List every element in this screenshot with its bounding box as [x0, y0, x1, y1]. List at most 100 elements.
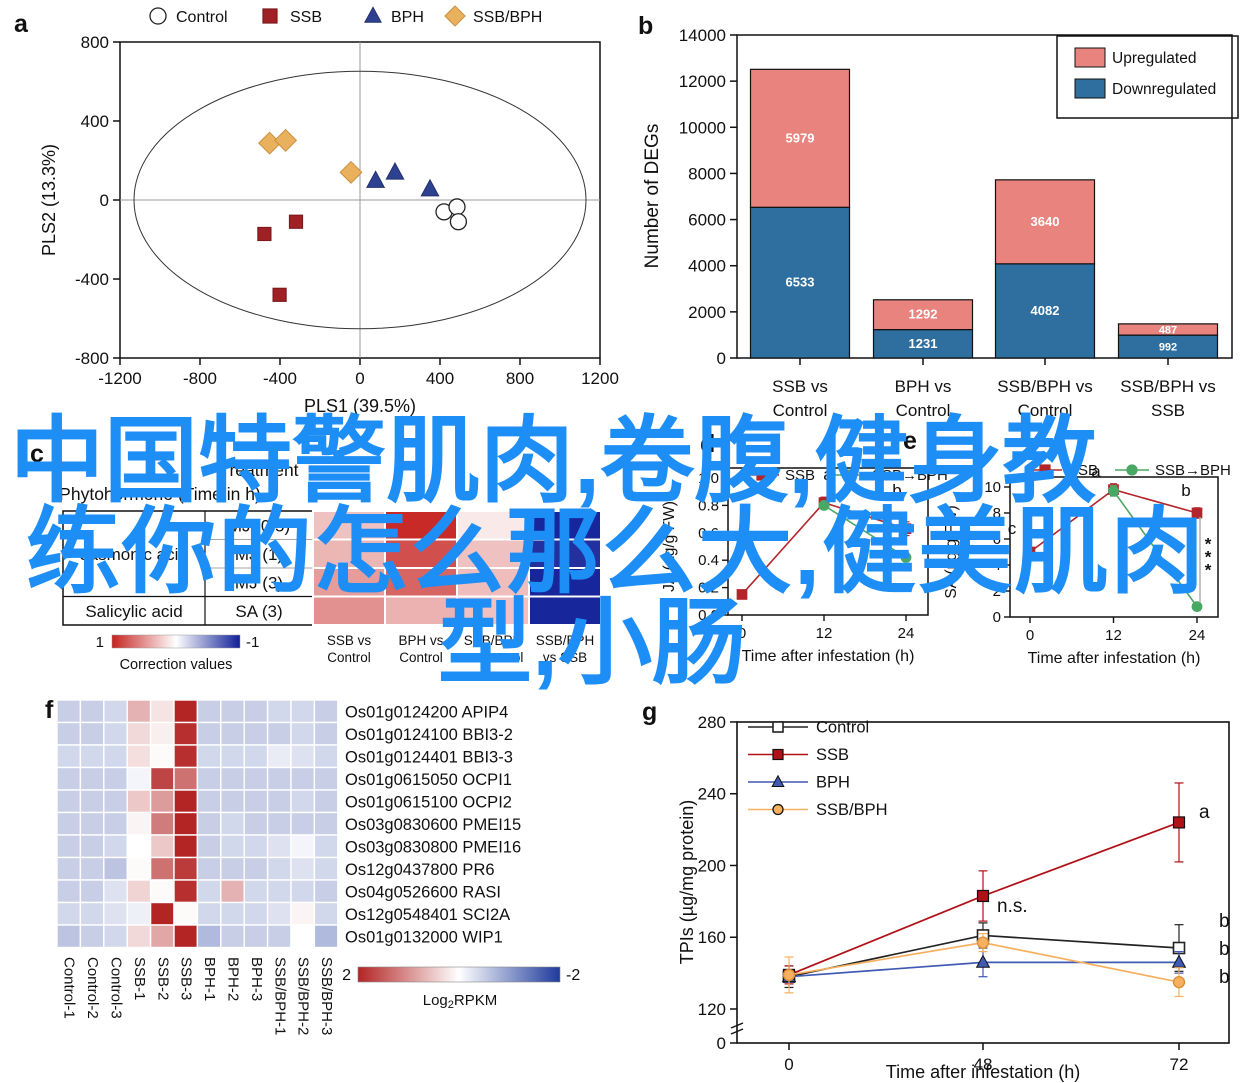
point-marker — [772, 748, 784, 761]
panel-letter-f: f — [45, 696, 54, 724]
heatmap-cell — [196, 834, 222, 859]
heatmap-col-label: BPH vs — [398, 633, 443, 648]
y-tick-label: 0.0 — [698, 607, 719, 624]
heatmap-cell — [196, 766, 222, 791]
expression-heatmap-svg: f Os01g0124200 APIP4 Os01g0124100 BBI3-2 Os… — [45, 696, 580, 1035]
point-marker — [364, 6, 382, 23]
heatmap-cell — [79, 834, 105, 859]
heatmap-cell — [149, 789, 175, 814]
heatmap-cell — [173, 924, 199, 949]
heatmap-cell — [313, 924, 339, 949]
x-tick-label: 12 — [1105, 627, 1122, 644]
heatmap-cell — [266, 924, 292, 949]
legend-label: SSB/BPH — [473, 9, 542, 26]
x-tick-label: 24 — [1189, 627, 1206, 644]
heatmap-cell — [103, 721, 128, 746]
heatmap-cell — [103, 879, 128, 904]
heatmap-cell — [266, 879, 292, 904]
heatmap-cell — [220, 834, 245, 859]
plot-frame — [727, 467, 929, 616]
heatmap-cell — [313, 766, 339, 791]
heatmap-cell — [290, 879, 316, 904]
category-line2: SSB — [1151, 401, 1185, 420]
heatmap-cell — [266, 856, 292, 881]
sample-col-label: SSB/BPH-3 — [318, 957, 335, 1035]
heatmap-cell — [220, 856, 245, 881]
significance-star: * — [1205, 560, 1212, 579]
heatmap-cell — [290, 744, 316, 769]
legend-label: SSB→BPH — [1155, 462, 1231, 479]
plot-frame — [736, 34, 1233, 359]
heatmap-cell — [56, 721, 82, 746]
heatmap-cell — [126, 924, 152, 949]
x-tick-label: 1200 — [581, 369, 619, 388]
heatmap-cell — [196, 879, 222, 904]
panel-letter-b: b — [638, 12, 653, 40]
point-marker — [736, 589, 748, 600]
tpi-line-svg: g 0 120 160 200 240 280 0 48 72 Time after infesta… — [642, 698, 1230, 1082]
category-line2: Control — [773, 401, 828, 420]
bar-value-up: 3640 — [1031, 214, 1060, 229]
heatmap-cell — [243, 766, 269, 791]
pls-scatter-svg: a Control SSB BPH SSB/BPH-1200 -800 -400 0 400 80… — [14, 5, 619, 416]
point-marker — [272, 287, 287, 302]
y-tick-label: -400 — [75, 270, 109, 289]
heatmap-cell — [149, 744, 175, 769]
bar-legend: Upregulated Downregulated — [1056, 35, 1239, 119]
heatmap-cell — [313, 811, 339, 836]
point-marker — [1108, 485, 1119, 497]
panel-g-tpi-timecourse: g 0 120 160 200 240 280 0 48 72 Time after infesta… — [620, 690, 1240, 1083]
y-tick-label: 8 — [993, 505, 1001, 522]
legend-label: Upregulated — [1112, 50, 1196, 67]
heatmap-cell — [103, 744, 128, 769]
heatmap-col-label: Control — [399, 650, 443, 665]
heatmap-cell — [528, 567, 602, 598]
x-tick-label: 24 — [898, 625, 915, 642]
heatmap-cell — [243, 744, 269, 769]
heatmap-cell — [220, 744, 245, 769]
heatmap-cell — [196, 901, 222, 926]
heatmap-cell — [173, 856, 199, 881]
point-marker — [1039, 464, 1051, 476]
heatmap-cell — [220, 721, 245, 746]
legend-label: Control — [176, 9, 228, 26]
bar-up — [749, 68, 851, 208]
point-marker — [1126, 464, 1138, 476]
category-line2: Control — [896, 401, 951, 420]
x-tick-label: -400 — [263, 369, 297, 388]
deg-bar-svg: b 0 2000 4000 6000 8000 10000 12000 14000 Number … — [638, 12, 1239, 420]
x-axis-title: Time after infestation (h) — [742, 648, 915, 665]
heatmap-cell — [290, 856, 316, 881]
heatmap-cell — [103, 924, 128, 949]
y-axis-title: Number of DEGs — [642, 124, 663, 269]
series-line — [1112, 490, 1198, 608]
sample-col-label: SSB-2 — [154, 957, 171, 1000]
y-tick-label: 400 — [81, 112, 109, 131]
point-marker — [420, 178, 440, 197]
stat-letter: a — [1199, 802, 1210, 823]
point-marker — [843, 469, 855, 481]
heatmap-cell — [149, 721, 175, 746]
point-marker — [1172, 975, 1186, 989]
stat-letter: b — [1219, 939, 1230, 960]
treatment-label: MJ (3) — [235, 573, 283, 592]
legend-label: SSB→BPH — [872, 467, 948, 484]
heatmap-cell — [196, 789, 222, 814]
point-marker — [782, 968, 796, 982]
axis-break-mark — [730, 1028, 744, 1035]
heatmap-cell — [266, 834, 292, 859]
heatmap-cell — [149, 856, 175, 881]
hormone-group-label: Salicylic acid — [85, 602, 182, 621]
legend-swatch — [1074, 47, 1106, 68]
gene-row-label: Os01g0615100 OCPI2 — [345, 793, 512, 811]
bar-down — [994, 263, 1096, 359]
panel-b-deg-bars: b 0 2000 4000 6000 8000 10000 12000 14000 Number … — [620, 0, 1240, 440]
point-marker — [385, 162, 405, 180]
point-marker — [444, 5, 466, 27]
scatter-series-BPH — [366, 162, 440, 197]
sample-col-label: SSB/BPH-2 — [295, 957, 312, 1035]
heatmap-cell — [126, 901, 152, 926]
heatmap-cell — [103, 834, 128, 859]
gene-row-label: Os01g0124401 BBI3-3 — [345, 748, 513, 766]
heatmap-cell — [243, 924, 269, 949]
